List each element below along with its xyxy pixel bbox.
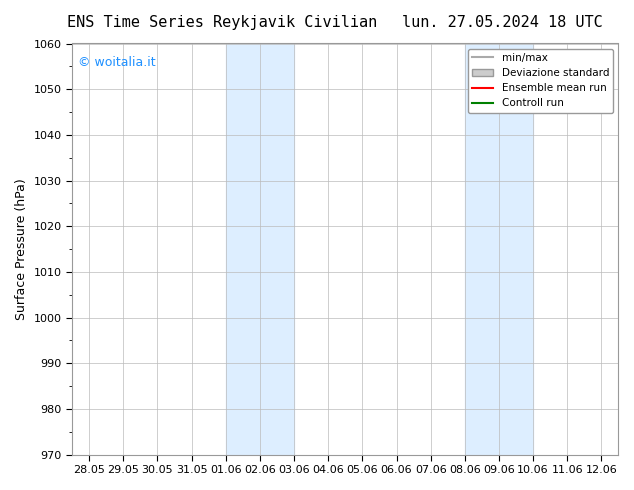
Text: ENS Time Series Reykjavik Civilian: ENS Time Series Reykjavik Civilian (67, 15, 377, 30)
Text: © woitalia.it: © woitalia.it (77, 56, 155, 69)
Legend: min/max, Deviazione standard, Ensemble mean run, Controll run: min/max, Deviazione standard, Ensemble m… (469, 49, 613, 113)
Text: lun. 27.05.2024 18 UTC: lun. 27.05.2024 18 UTC (401, 15, 602, 30)
Bar (465, 44, 533, 455)
Y-axis label: Surface Pressure (hPa): Surface Pressure (hPa) (15, 178, 28, 320)
Bar (226, 44, 294, 455)
